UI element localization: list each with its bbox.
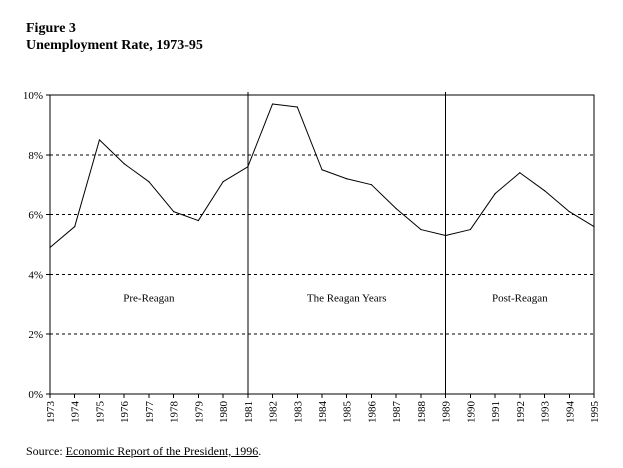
x-tick-label-1973: 1973: [45, 401, 57, 424]
x-tick-label-1980: 1980: [218, 401, 230, 424]
data-point-1978: [173, 211, 175, 213]
data-point-1980: [222, 181, 224, 183]
y-tick-label-10: 10%: [23, 90, 43, 102]
y-tick-label-8: 8%: [28, 150, 43, 162]
x-tick-label-1974: 1974: [70, 401, 82, 424]
x-tick-label-1988: 1988: [416, 401, 428, 424]
x-tick-label-1984: 1984: [317, 401, 329, 424]
data-point-1993: [543, 190, 546, 192]
data-point-1992: [519, 172, 521, 174]
data-point-1974: [74, 225, 76, 228]
data-point-1984: [321, 169, 323, 171]
series-line-0: [49, 103, 595, 248]
x-tick-label-1994: 1994: [564, 401, 576, 424]
source-prefix: Source:: [26, 444, 66, 458]
x-tick-label-1990: 1990: [465, 401, 477, 424]
series-line-layer: [49, 103, 595, 249]
figure-title: Unemployment Rate, 1973-95: [26, 38, 203, 53]
data-point-1979: [197, 219, 199, 222]
axes: [46, 94, 595, 398]
source-citation-link[interactable]: Economic Report of the President, 1996: [65, 444, 259, 458]
data-point-1977: [148, 181, 150, 183]
data-point-1983: [296, 106, 298, 108]
data-point-1991: [494, 193, 496, 195]
x-tick-label-1986: 1986: [366, 401, 378, 424]
source-note: Source: Economic Report of the President…: [26, 444, 261, 458]
x-tick-label-1991: 1991: [490, 401, 502, 423]
plot-frame: [49, 94, 595, 395]
data-point-1975: [98, 139, 101, 141]
x-tick-label-1981: 1981: [243, 401, 255, 423]
data-point-1994: [568, 211, 570, 213]
x-tick-label-1975: 1975: [94, 401, 106, 424]
data-point-1981: [247, 166, 249, 168]
gridlines: [50, 154, 594, 335]
x-tick-label-1977: 1977: [144, 401, 156, 424]
data-point-1990: [469, 228, 471, 231]
y-tick-label-0: 0%: [28, 389, 43, 401]
data-point-1976: [123, 163, 125, 165]
y-tick-label-2: 2%: [28, 329, 43, 341]
x-tick-label-1983: 1983: [292, 401, 304, 424]
data-point-1986: [370, 184, 373, 186]
x-tick-label-1978: 1978: [169, 401, 181, 424]
x-tick-label-1985: 1985: [342, 401, 354, 424]
annotation-2: Post-Reagan: [492, 292, 548, 304]
y-tick-label-4: 4%: [28, 269, 43, 281]
annotation-0: Pre-Reagan: [123, 292, 175, 304]
period-annotations: Pre-Reagan The Reagan Years Post-Reagan: [123, 292, 548, 304]
x-tick-label-1982: 1982: [268, 401, 280, 423]
x-tick-label-1995: 1995: [589, 401, 601, 424]
annotation-1: The Reagan Years: [307, 292, 387, 304]
x-tick-labels: 1973 1974 1975 1976 1977 1978 1979 1980 1981 1982…: [45, 401, 601, 424]
data-point-1982: [271, 103, 274, 105]
data-point-1988: [420, 228, 422, 231]
x-tick-label-1987: 1987: [391, 401, 403, 424]
x-tick-label-1979: 1979: [193, 401, 205, 424]
x-tick-label-1989: 1989: [441, 401, 453, 424]
source-suffix: .: [258, 444, 262, 458]
x-tick-label-1992: 1992: [515, 401, 527, 423]
x-tick-label-1976: 1976: [119, 401, 131, 424]
figure-number: Figure 3: [26, 21, 76, 36]
y-tick-labels: 0% 2% 4% 6% 8% 10%: [23, 90, 43, 401]
data-point-1987: [395, 208, 397, 210]
x-tick-label-1993: 1993: [540, 401, 552, 424]
data-point-1995: [593, 225, 595, 228]
data-point-1985: [346, 178, 348, 180]
period-dividers: [247, 92, 447, 394]
data-point-1973: [49, 246, 51, 249]
y-tick-label-6: 6%: [28, 210, 43, 222]
data-point-1989: [445, 234, 447, 237]
